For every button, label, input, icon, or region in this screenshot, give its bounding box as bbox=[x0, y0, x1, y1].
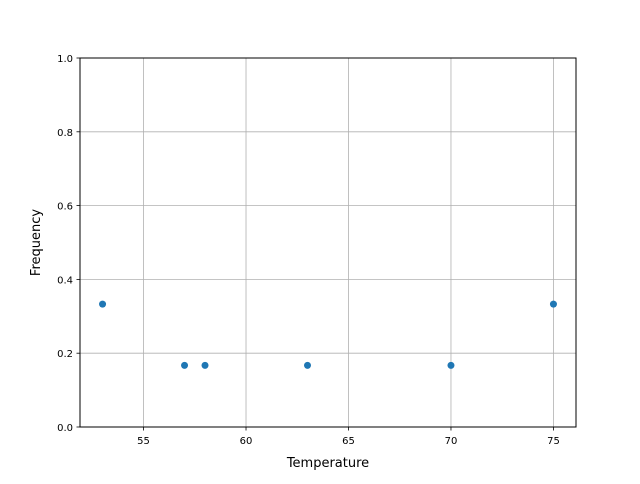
scatter-point bbox=[304, 361, 312, 369]
y-tick-label: 1.0 bbox=[57, 54, 73, 65]
scatter-point bbox=[549, 300, 557, 308]
x-tick-label: 55 bbox=[137, 436, 150, 447]
scatter-point bbox=[447, 361, 455, 369]
scatter-point bbox=[99, 300, 107, 308]
y-tick-label: 0.6 bbox=[57, 202, 73, 213]
x-axis-label: Temperature bbox=[286, 456, 369, 471]
x-tick-label: 75 bbox=[547, 436, 560, 447]
scatter-point bbox=[201, 361, 209, 369]
grid-lines bbox=[80, 57, 576, 428]
scatter-points bbox=[99, 300, 557, 369]
x-axis-ticks: 55 60 65 70 75 bbox=[137, 427, 560, 447]
x-tick-label: 65 bbox=[342, 436, 355, 447]
y-tick-label: 0.4 bbox=[57, 275, 73, 286]
y-tick-label: 0.0 bbox=[57, 423, 73, 434]
y-tick-label: 0.8 bbox=[57, 128, 73, 139]
y-tick-label: 0.2 bbox=[57, 349, 73, 360]
scatter-point bbox=[181, 361, 189, 369]
plot-frame bbox=[79, 57, 577, 428]
x-tick-label: 70 bbox=[445, 436, 458, 447]
x-tick-label: 60 bbox=[240, 436, 253, 447]
y-axis-ticks: 0.0 0.2 0.4 0.6 0.8 1.0 bbox=[57, 54, 80, 434]
y-axis-label: Frequency bbox=[29, 209, 44, 276]
